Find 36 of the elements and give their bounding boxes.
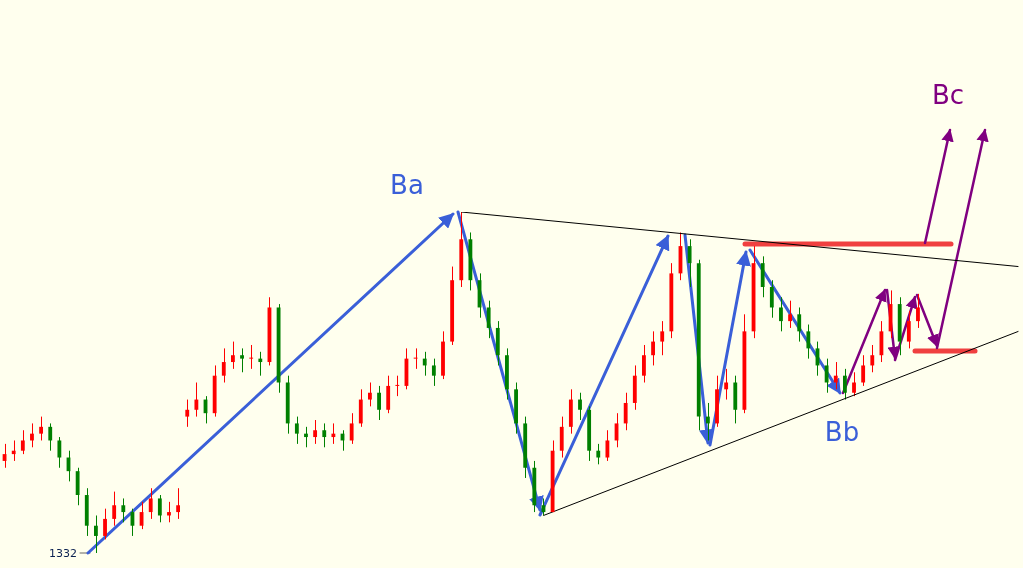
candlestick <box>833 361 838 390</box>
candlestick <box>916 293 920 329</box>
candlestick <box>760 255 765 298</box>
candlestick <box>797 306 802 343</box>
candlestick <box>578 392 582 421</box>
text: Ba <box>390 170 424 200</box>
candlestick <box>20 429 25 455</box>
candlestick <box>824 358 829 394</box>
candlestick <box>769 279 774 319</box>
candlestick <box>39 416 44 441</box>
candlestick <box>11 439 16 462</box>
candlestick <box>842 368 847 401</box>
annotation: Bb <box>824 417 860 447</box>
candlestick <box>906 310 911 349</box>
candlestick <box>48 422 53 452</box>
candlestick <box>779 296 783 332</box>
candlestick <box>623 392 628 431</box>
candlestick <box>486 300 491 339</box>
candlestick <box>57 436 62 469</box>
candlestick <box>660 320 665 356</box>
candlestick <box>642 344 646 383</box>
candlestick <box>559 416 564 459</box>
candlestick <box>870 344 875 373</box>
candlestick <box>596 443 601 465</box>
candlestick <box>75 467 80 506</box>
candlestick <box>806 324 811 360</box>
candlestick <box>724 368 729 401</box>
candlestick <box>30 422 34 448</box>
candlestick <box>651 330 655 366</box>
candlestick <box>861 354 866 387</box>
candlestick <box>788 300 792 329</box>
candlestick <box>605 429 610 462</box>
candlestick <box>687 238 692 288</box>
annotation: 1332 <box>49 546 77 560</box>
text: Bc <box>931 80 965 110</box>
candlestick <box>705 402 710 441</box>
